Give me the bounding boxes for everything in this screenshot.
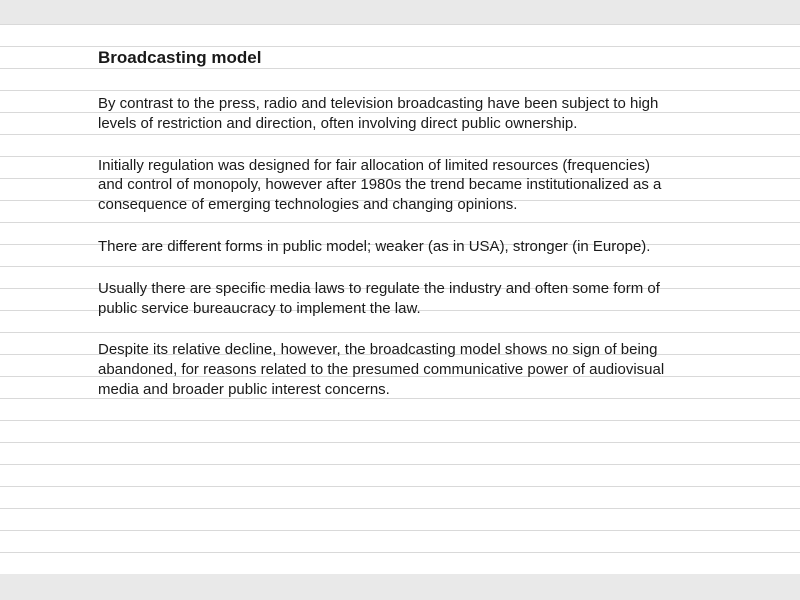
paragraph: Initially regulation was designed for fa… — [98, 156, 678, 215]
paragraph: Usually there are specific media laws to… — [98, 279, 678, 319]
paragraph: There are different forms in public mode… — [98, 237, 678, 257]
footer-band — [0, 574, 800, 600]
page-title: Broadcasting model — [98, 48, 702, 68]
paragraph: By contrast to the press, radio and tele… — [98, 94, 678, 134]
document-content: Broadcasting model By contrast to the pr… — [0, 0, 800, 400]
paragraph: Despite its relative decline, however, t… — [98, 340, 678, 399]
